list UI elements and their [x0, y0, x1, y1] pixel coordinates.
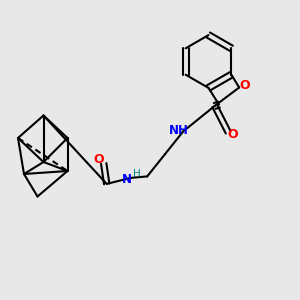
Text: O: O [239, 80, 250, 92]
Text: H: H [134, 169, 141, 179]
Text: O: O [94, 153, 104, 166]
Text: N: N [122, 173, 132, 186]
Text: NH: NH [169, 124, 188, 137]
Text: O: O [227, 128, 238, 141]
